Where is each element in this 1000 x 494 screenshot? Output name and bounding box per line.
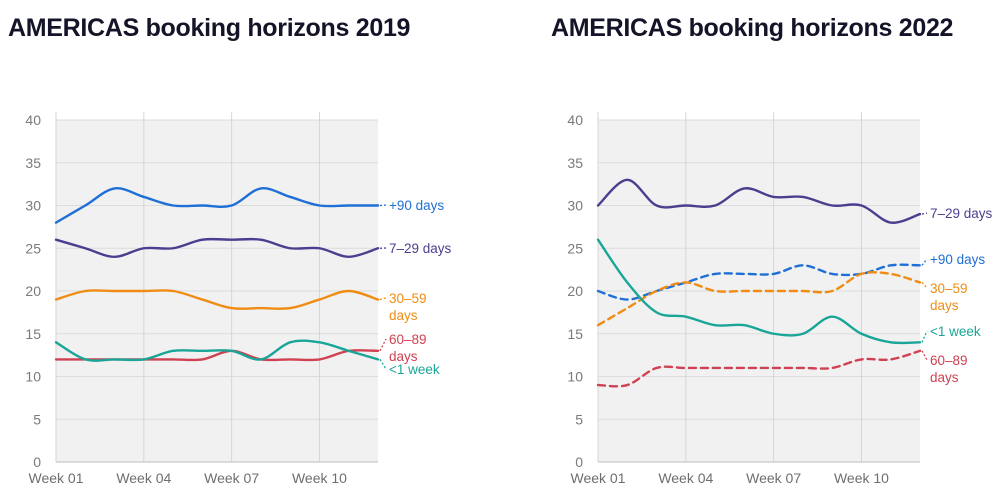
x-tick-label: Week 07 (204, 470, 259, 486)
series-line (54, 339, 380, 362)
series-end-label: days (930, 370, 959, 385)
y-tick-label: 30 (25, 198, 41, 214)
x-tick-label: Week 07 (746, 470, 801, 486)
y-tick-label: 35 (25, 155, 41, 171)
series-end-label: 7–29 days (389, 241, 452, 256)
y-tick-label: 0 (575, 454, 583, 470)
series-end-label: +90 days (930, 252, 985, 267)
chart-2022: 0 5 10 15 20 25 30 35 40 Week 01 Week 04 Week 07 Wee… (567, 112, 993, 486)
series-end-label: 7–29 days (930, 206, 993, 221)
series-line (596, 271, 922, 327)
series-line (596, 238, 922, 345)
label-leader (379, 204, 387, 207)
label-leader (921, 330, 928, 343)
series-line (596, 178, 922, 224)
y-tick-label: 20 (25, 283, 41, 299)
series-line (596, 349, 922, 388)
series-line (54, 237, 380, 258)
y-tick-label: 10 (567, 369, 583, 385)
label-leader (379, 297, 387, 301)
label-leader (921, 350, 928, 361)
series-end-label: +90 days (389, 198, 444, 213)
y-tick-label: 40 (25, 112, 41, 128)
label-leader (921, 212, 928, 215)
y-tick-label: 30 (567, 198, 583, 214)
series-end-label: 30–59 (930, 281, 968, 296)
chart-title-2019: AMERICAS booking horizons 2019 (8, 14, 411, 42)
label-leader (921, 258, 928, 266)
series-end-label: <1 week (389, 362, 440, 377)
label-leader (379, 359, 387, 370)
y-tick-label: 25 (567, 240, 583, 256)
series-end-label: 60–89 (930, 353, 968, 368)
y-tick-label: 5 (575, 411, 583, 427)
x-tick-label: Week 04 (658, 470, 713, 486)
series-end-label: days (389, 308, 418, 323)
y-tick-label: 15 (567, 326, 583, 342)
x-tick-label: Week 04 (116, 470, 171, 486)
y-tick-label: 0 (33, 454, 41, 470)
x-tick-label: Week 01 (29, 470, 84, 486)
series-end-label: 30–59 (389, 291, 427, 306)
y-tick-label: 10 (25, 369, 41, 385)
y-tick-label: 5 (33, 411, 41, 427)
series-end-label: days (930, 298, 959, 313)
y-tick-label: 35 (567, 155, 583, 171)
x-tick-label: Week 01 (571, 470, 626, 486)
series-line (54, 187, 380, 224)
chart-2019: 0 5 10 15 20 25 30 35 40 Week 01 Week 04 Week 07 Wee… (25, 112, 452, 486)
y-tick-label: 25 (25, 240, 41, 256)
series-end-label: days (389, 349, 418, 364)
series-end-label: 60–89 (389, 332, 427, 347)
y-tick-label: 20 (567, 283, 583, 299)
x-tick-label: Week 10 (834, 470, 889, 486)
chart-title-2022: AMERICAS booking horizons 2022 (551, 14, 954, 42)
label-leader (379, 338, 387, 352)
x-tick-label: Week 10 (292, 470, 347, 486)
series-end-label: <1 week (930, 324, 981, 339)
y-tick-label: 15 (25, 326, 41, 342)
label-leader (921, 282, 928, 289)
y-tick-label: 40 (567, 112, 583, 128)
series-line (54, 289, 380, 310)
